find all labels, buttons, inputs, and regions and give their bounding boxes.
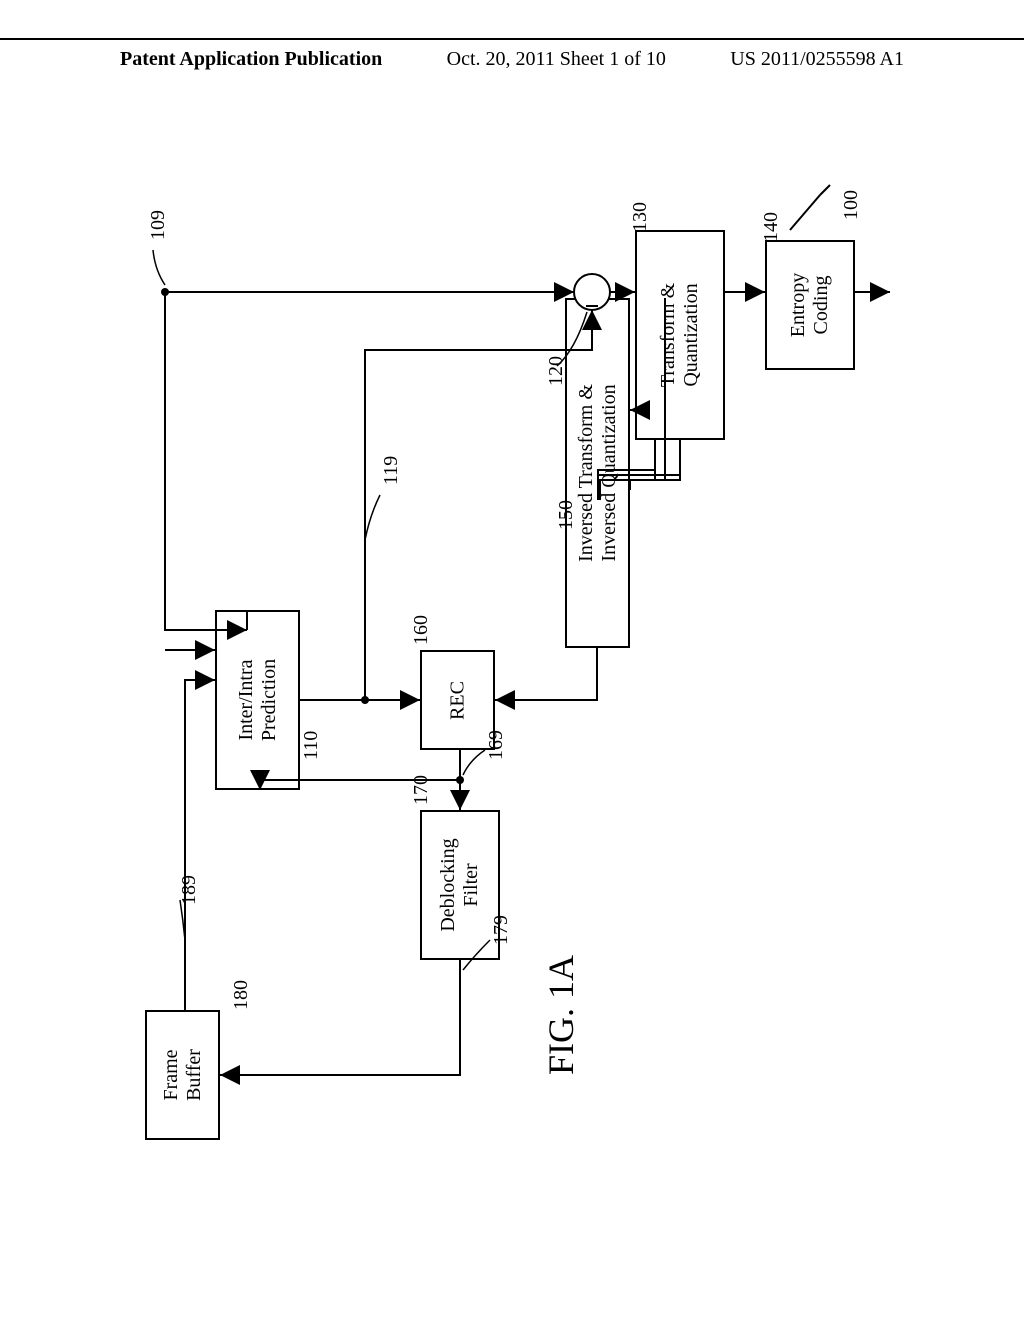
header-mid: Oct. 20, 2011 Sheet 1 of 10 xyxy=(447,48,666,71)
header-left: Patent Application Publication xyxy=(120,48,382,71)
wires-svg xyxy=(125,180,905,1180)
page-header: Patent Application Publication Oct. 20, … xyxy=(0,38,1024,71)
diagram-stage: Inter/Intra Prediction Transform & Quant… xyxy=(125,180,905,1180)
arrows-main xyxy=(165,310,635,1075)
header-right: US 2011/0255598 A1 xyxy=(730,48,904,71)
